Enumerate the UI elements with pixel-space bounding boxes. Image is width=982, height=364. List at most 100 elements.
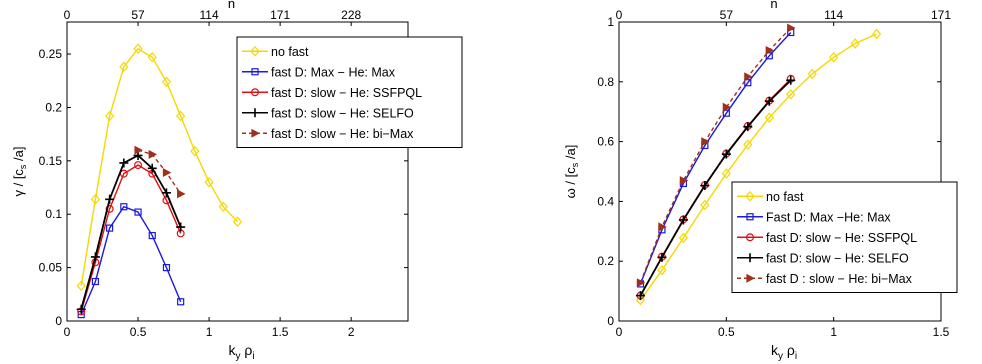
marker-diamond <box>850 38 860 49</box>
marker-triangle <box>148 149 158 159</box>
marker-diamond <box>250 45 260 57</box>
y-tick-label: 1 <box>607 15 614 29</box>
marker-diamond <box>700 199 710 211</box>
x-axis-label: ky ρi <box>771 342 797 362</box>
series-3 <box>76 150 186 314</box>
top-tick-label: 0 <box>64 8 71 22</box>
legend-label: no fast <box>271 45 309 59</box>
marker-diamond <box>76 280 86 292</box>
marker-diamond <box>218 201 228 213</box>
marker-square <box>134 208 142 216</box>
marker-circle <box>105 204 114 213</box>
top-tick-label: 228 <box>341 8 361 22</box>
series-2 <box>77 161 185 316</box>
top-tick-label: 171 <box>931 8 951 22</box>
top-axis-label: n <box>770 0 777 11</box>
marker-triangle <box>679 176 689 185</box>
marker-square <box>91 277 100 286</box>
series-4 <box>134 145 186 199</box>
x-tick-label: 2 <box>348 325 355 339</box>
marker-plus <box>635 291 645 301</box>
marker-triangle <box>658 222 667 232</box>
marker-square <box>162 264 171 272</box>
marker-plus <box>764 96 774 106</box>
legend: no fast Fast D: Max −He: Max fast D: slow … <box>731 181 958 293</box>
marker-diamond <box>745 190 755 202</box>
marker-diamond <box>872 28 882 40</box>
marker-diamond <box>764 112 774 123</box>
series-1 <box>77 203 185 319</box>
marker-triangle <box>722 102 732 112</box>
marker-plus <box>76 304 86 314</box>
x-tick-label: 1 <box>206 325 213 339</box>
marker-plus <box>721 149 731 159</box>
marker-diamond <box>786 89 796 100</box>
y-tick-label: 0.6 <box>597 135 614 149</box>
y-tick-label: 0.2 <box>45 100 62 114</box>
marker-square <box>746 213 754 221</box>
marker-triangle <box>251 128 260 138</box>
series-3 <box>635 75 796 301</box>
y-axis-label: γ / [cs /a] <box>11 146 28 196</box>
marker-square <box>106 224 114 232</box>
marker-square <box>148 231 156 240</box>
marker-plus <box>90 252 100 262</box>
plot-frame <box>618 21 942 322</box>
series-line <box>80 47 239 286</box>
y-tick-label: 0.8 <box>597 75 614 89</box>
marker-diamond <box>204 176 214 188</box>
legend-label: fast D: slow − He: SSFPQL <box>271 86 422 100</box>
legend-label: fast D: slow − He: bi−Max <box>271 127 414 141</box>
marker-plus <box>250 108 260 118</box>
marker-triangle <box>787 23 796 33</box>
series-line <box>639 79 792 297</box>
marker-plus <box>678 215 688 225</box>
marker-plus <box>743 122 753 132</box>
series-line <box>80 164 182 312</box>
plot-frame <box>66 21 409 322</box>
marker-triangle <box>636 278 646 288</box>
chart-growth-rate: 0 0.5 1 1.5 2 0 57 114 171 228 0 0.05 0.1 0.15 0.2 0.25… <box>11 0 463 362</box>
chart-frequency: 0 0.5 1 1.5 0 57 114 171 0 0.2 0.4 0.6 0.8 1 n ky ρi ω /… <box>563 0 958 362</box>
legend-label: fast D: slow − He: SSFPQL <box>766 231 917 245</box>
top-tick-label: 0 <box>616 8 623 22</box>
marker-plus <box>147 163 157 173</box>
x-tick-label: 0.5 <box>718 325 735 339</box>
legend-label: fast D: slow − He: SELFO <box>766 251 909 265</box>
marker-circle <box>134 161 143 170</box>
marker-diamond <box>176 110 186 122</box>
marker-triangle <box>134 145 143 155</box>
y-tick-label: 0.25 <box>39 47 63 61</box>
top-tick-label: 114 <box>200 8 219 22</box>
marker-square <box>177 298 185 306</box>
y-tick-label: 0.4 <box>597 194 614 208</box>
legend-box <box>236 36 463 148</box>
series-line <box>137 149 182 195</box>
series-0 <box>76 43 243 292</box>
series-line <box>639 31 792 285</box>
y-axis-label: ω / [cs /a] <box>563 145 580 199</box>
series-line <box>639 33 877 301</box>
series-4 <box>636 23 796 288</box>
marker-plus <box>700 181 710 191</box>
marker-diamond <box>807 68 817 80</box>
marker-plus <box>657 252 667 262</box>
marker-circle <box>251 88 260 97</box>
legend-label: fast D : slow − He: bi−Max <box>766 272 913 286</box>
marker-plus <box>786 75 796 85</box>
legend-label: fast D: slow − He: SELFO <box>271 106 414 120</box>
top-tick-label: 114 <box>824 8 843 22</box>
legend-label: fast D: Max − He: Max <box>271 65 396 79</box>
marker-triangle <box>162 168 172 178</box>
marker-square <box>251 68 259 76</box>
x-tick-label: 0 <box>616 325 623 339</box>
marker-diamond <box>232 216 243 228</box>
marker-diamond <box>90 193 101 205</box>
y-tick-label: 0 <box>55 314 62 328</box>
y-tick-label: 0.05 <box>39 261 63 275</box>
marker-diamond <box>133 43 143 55</box>
x-axis-label: ky ρi <box>228 342 254 362</box>
top-tick-label: 57 <box>131 8 145 22</box>
series-line <box>80 154 182 310</box>
x-tick-label: 1.5 <box>933 325 950 339</box>
